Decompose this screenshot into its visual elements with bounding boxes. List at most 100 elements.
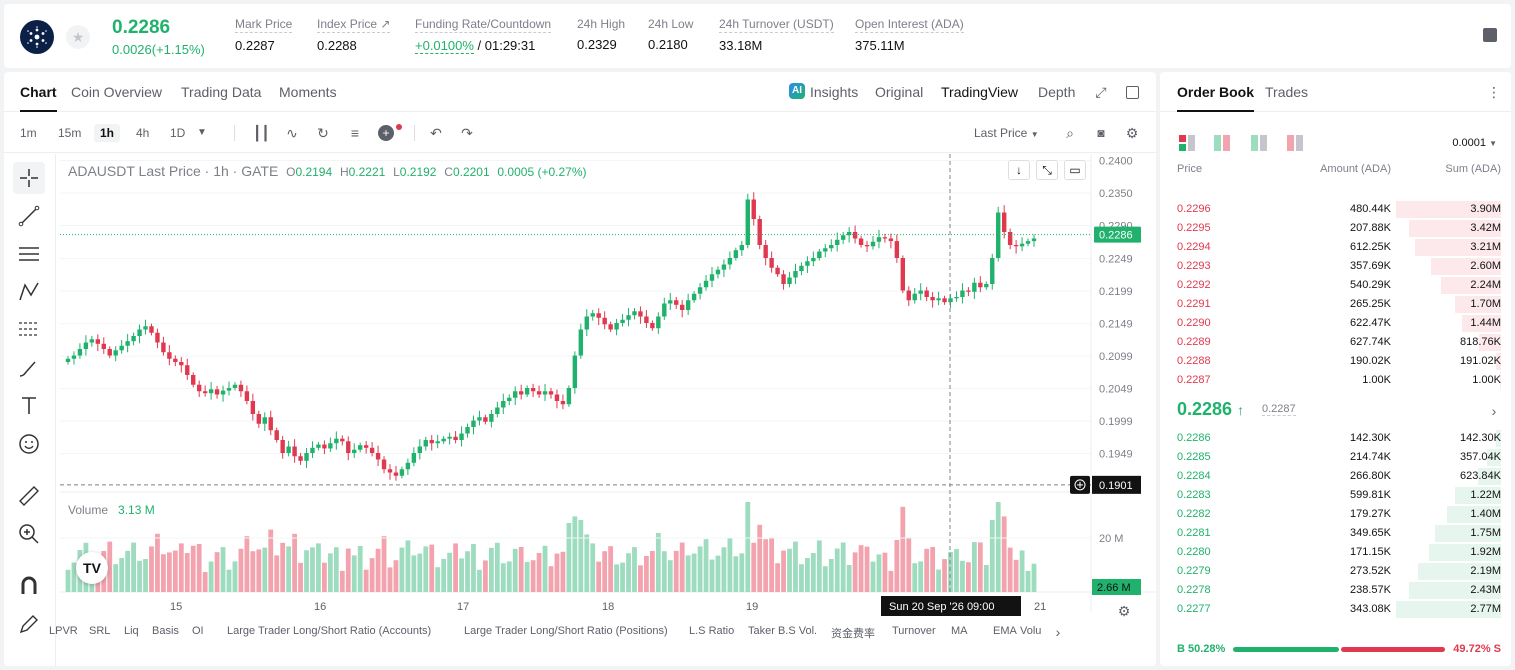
tab-moments[interactable]: Moments xyxy=(279,84,337,100)
pattern-icon[interactable] xyxy=(13,276,45,308)
bid-row[interactable]: 0.2277 343.08K 2.77M xyxy=(1160,600,1511,619)
more-icon[interactable]: ⋮ xyxy=(1487,84,1501,100)
indicator-10[interactable]: Turnover xyxy=(892,625,936,637)
tab-trades[interactable]: Trades xyxy=(1265,84,1309,100)
fib-icon[interactable] xyxy=(13,314,45,346)
mode-split-icon[interactable] xyxy=(1214,135,1230,151)
bid-row[interactable]: 0.2283 599.81K 1.22M xyxy=(1160,486,1511,505)
indicator-11[interactable]: MA xyxy=(951,625,968,637)
cardano-icon[interactable] xyxy=(20,20,54,54)
maximize-icon[interactable]: ▭ xyxy=(1064,160,1086,180)
pencil-lock-icon[interactable] xyxy=(13,608,45,640)
ask-row[interactable]: 0.2287 1.00K 1.00K xyxy=(1160,371,1511,390)
tab-tradingview[interactable]: TradingView xyxy=(941,84,1019,100)
tab-trading-data[interactable]: Trading Data xyxy=(181,84,262,100)
timeframe-4h[interactable]: 4h xyxy=(136,126,150,140)
mode-both-icon[interactable] xyxy=(1179,135,1195,151)
indicator-2[interactable]: Liq xyxy=(124,625,139,637)
tab-coin-overview[interactable]: Coin Overview xyxy=(71,84,163,100)
timeframe-1d[interactable]: 1D xyxy=(170,126,186,140)
tab-chart[interactable]: Chart xyxy=(20,84,57,112)
scroll-down-icon[interactable]: ↓ xyxy=(1008,160,1030,180)
bid-row[interactable]: 0.2278 238.57K 2.43M xyxy=(1160,581,1511,600)
ask-row[interactable]: 0.2292 540.29K 2.24M xyxy=(1160,276,1511,295)
timeframe-1m[interactable]: 1m xyxy=(20,126,37,140)
tab-order-book[interactable]: Order Book xyxy=(1177,84,1255,112)
trendline-icon[interactable] xyxy=(13,200,45,232)
ask-row[interactable]: 0.2289 627.74K 818.76K xyxy=(1160,333,1511,352)
mode-bids-icon[interactable] xyxy=(1251,135,1267,151)
collapse-icon[interactable]: ⤡ xyxy=(1036,160,1058,180)
indicator-5[interactable]: Large Trader Long/Short Ratio (Accounts) xyxy=(227,625,432,637)
ask-row[interactable]: 0.2296 480.44K 3.90M xyxy=(1160,200,1511,219)
camera-icon[interactable]: ◙ xyxy=(1097,126,1105,140)
bid-row[interactable]: 0.2285 214.74K 357.04K xyxy=(1160,448,1511,467)
price-source-select[interactable]: Last Price ▼ xyxy=(974,126,1039,140)
ai-insights-icon[interactable]: AI xyxy=(789,83,805,99)
candle-type-icon[interactable]: ┃┃ xyxy=(253,125,270,141)
expand-icon[interactable]: ⤢ xyxy=(1095,84,1107,100)
indicator-3[interactable]: Basis xyxy=(152,625,179,637)
bid-row[interactable]: 0.2281 349.65K 1.75M xyxy=(1160,524,1511,543)
ask-row[interactable]: 0.2295 207.88K 3.42M xyxy=(1160,219,1511,238)
indicator-8[interactable]: Taker B.S Vol. xyxy=(748,625,818,637)
chevron-right-icon[interactable]: › xyxy=(1055,624,1061,640)
book-icon[interactable] xyxy=(1483,28,1497,42)
settings-small-icon[interactable]: ⚙ xyxy=(1117,603,1131,619)
zoom-in-icon[interactable] xyxy=(13,518,45,550)
crosshair-icon[interactable] xyxy=(13,162,45,194)
emoji-icon[interactable] xyxy=(13,428,45,460)
indicators-icon[interactable]: ∿ xyxy=(286,125,298,141)
indicator-7[interactable]: L.S Ratio xyxy=(689,625,735,637)
indicator-0[interactable]: LPVR xyxy=(49,625,78,637)
timeframe-dropdown-icon[interactable]: ▼ xyxy=(197,127,207,138)
mode-asks-icon[interactable] xyxy=(1287,135,1303,151)
ruler-icon[interactable] xyxy=(13,480,45,512)
magnet-icon[interactable] xyxy=(13,570,45,602)
turnover-label[interactable]: 24h Turnover (USDT) xyxy=(719,17,834,33)
indicator-13[interactable]: Volu xyxy=(1020,625,1042,637)
price-chart[interactable]: 0.24000.23500.22900.22490.21990.21490.20… xyxy=(4,72,1156,666)
funding-rate-value[interactable]: +0.0100% xyxy=(415,38,474,54)
indicator-1[interactable]: SRL xyxy=(89,625,111,637)
chevron-right-icon[interactable]: › xyxy=(1491,403,1497,419)
undo-icon[interactable]: ↶ xyxy=(430,125,442,141)
bid-row[interactable]: 0.2280 171.15K 1.92M xyxy=(1160,543,1511,562)
brush-icon[interactable] xyxy=(13,352,45,384)
tick-size-select[interactable]: 0.0001 ▼ xyxy=(1452,137,1497,149)
add-icon[interactable]: + xyxy=(378,125,394,141)
open-interest-label[interactable]: Open Interest (ADA) xyxy=(855,17,964,33)
index-price-label[interactable]: Index Price ↗ xyxy=(317,17,391,33)
tab-insights[interactable]: Insights xyxy=(810,84,859,100)
bid-row[interactable]: 0.2284 266.80K 623.84K xyxy=(1160,467,1511,486)
horizontal-lines-icon[interactable] xyxy=(13,238,45,270)
bid-row[interactable]: 0.2279 273.52K 2.19M xyxy=(1160,562,1511,581)
mid-price[interactable]: 0.2286 ↑ xyxy=(1177,399,1244,420)
ask-row[interactable]: 0.2293 357.69K 2.60M xyxy=(1160,257,1511,276)
ask-row[interactable]: 0.2291 265.25K 1.70M xyxy=(1160,295,1511,314)
search-icon[interactable]: ⌕ xyxy=(1066,125,1074,141)
bid-row[interactable]: 0.2282 179.27K 1.40M xyxy=(1160,505,1511,524)
redo-icon[interactable]: ↷ xyxy=(461,125,473,141)
refresh-icon[interactable]: ↻ xyxy=(317,125,329,141)
timeframe-1h[interactable]: 1h xyxy=(94,124,121,142)
indicator-12[interactable]: EMA xyxy=(993,625,1017,637)
ask-row[interactable]: 0.2290 622.47K 1.44M xyxy=(1160,314,1511,333)
indicator-6[interactable]: Large Trader Long/Short Ratio (Positions… xyxy=(464,625,668,637)
window-icon[interactable] xyxy=(1126,86,1139,99)
ask-row[interactable]: 0.2288 190.02K 191.02K xyxy=(1160,352,1511,371)
tradingview-logo[interactable]: TV xyxy=(76,552,108,584)
indicator-9[interactable]: 资金费率 xyxy=(831,628,875,640)
mark-price-label[interactable]: Mark Price xyxy=(235,17,293,33)
bid-row[interactable]: 0.2286 142.30K 142.30K xyxy=(1160,429,1511,448)
indicator-4[interactable]: OI xyxy=(192,625,204,637)
text-icon[interactable] xyxy=(13,390,45,422)
tab-original[interactable]: Original xyxy=(875,84,924,100)
gear-icon[interactable]: ⚙ xyxy=(1125,125,1139,141)
timeframe-15m[interactable]: 15m xyxy=(58,126,82,140)
template-icon[interactable]: ≡ xyxy=(350,125,360,141)
favorite-star-icon[interactable]: ★ xyxy=(66,25,90,49)
funding-rate-label[interactable]: Funding Rate/Countdown xyxy=(415,17,552,33)
tab-depth[interactable]: Depth xyxy=(1038,84,1076,100)
ask-row[interactable]: 0.2294 612.25K 3.21M xyxy=(1160,238,1511,257)
